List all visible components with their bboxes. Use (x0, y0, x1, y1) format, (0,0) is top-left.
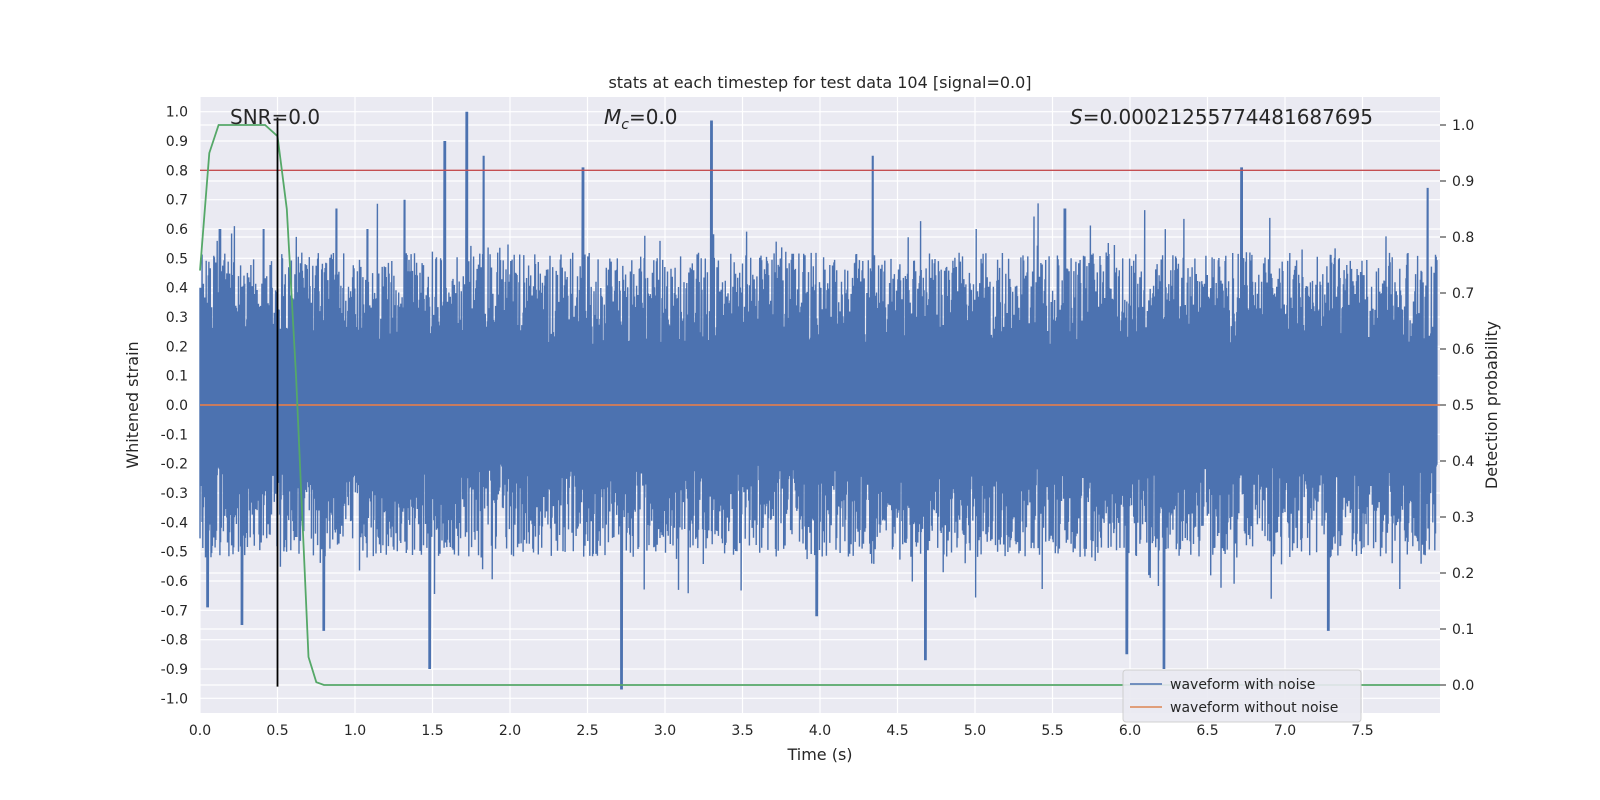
x-tick-label: 6.5 (1196, 723, 1218, 739)
y-tick-label: 0.3 (166, 310, 188, 326)
x-tick-label: 7.5 (1351, 723, 1373, 739)
s-symbol: S (1070, 105, 1083, 129)
y-tick-label: 0.0 (166, 398, 188, 414)
x-tick-label: 5.0 (964, 723, 986, 739)
y-right-tick-label: 0.6 (1452, 342, 1474, 358)
y-tick-label: 0.4 (166, 281, 188, 297)
y-tick-label: -0.9 (161, 662, 188, 678)
legend-label-clean: waveform without noise (1170, 700, 1338, 716)
mc-subscript: c (621, 117, 629, 133)
x-tick-label: 2.5 (576, 723, 598, 739)
x-tick-label: 3.0 (654, 723, 676, 739)
series-lines (199, 117, 1440, 687)
y-tick-label: -0.8 (161, 633, 188, 649)
y-tick-label: -0.6 (161, 574, 188, 590)
y-right-tick-label: 1.0 (1452, 118, 1474, 134)
legend-box (1122, 669, 1362, 723)
x-tick-label: 4.0 (809, 723, 831, 739)
y-right-tick-label: 0.2 (1452, 566, 1474, 582)
mc-symbol: M (604, 105, 621, 129)
legend-label-noise: waveform with noise (1170, 677, 1315, 693)
y-axis-label: Whitened strain (123, 341, 142, 468)
waveform-with-noise-line (199, 111, 1438, 690)
y-axis-right-label: Detection probability (1482, 321, 1501, 489)
series-waveform-with-noise (199, 111, 1438, 690)
legend: waveform with noise waveform without noi… (1122, 669, 1362, 723)
x-tick-label: 2.0 (499, 723, 521, 739)
y-tick-label: 0.6 (166, 222, 188, 238)
x-tick-label: 1.0 (344, 723, 366, 739)
x-tick-label: 3.5 (731, 723, 753, 739)
y-tick-label: 1.0 (166, 105, 188, 121)
x-tick-label: 6.0 (1119, 723, 1141, 739)
x-axis-label: Time (s) (786, 745, 852, 764)
y-tick-label: -1.0 (161, 691, 188, 707)
y-tick-label: 0.9 (166, 134, 188, 150)
y-right-tick-label: 0.3 (1452, 510, 1474, 526)
x-tick-label: 4.5 (886, 723, 908, 739)
y-tick-label: -0.5 (161, 545, 188, 561)
y-tick-label: -0.3 (161, 486, 188, 502)
y-tick-label: 0.1 (166, 369, 188, 385)
s-annotation: S=0.00021255774481687695 (1070, 105, 1373, 129)
y-tick-label: 0.7 (166, 193, 188, 209)
axis-ticks: 0.0 0.5 1.0 1.5 2.0 2.5 3.0 3.5 4.0 4.5 5.0 5.5 6.0 6… (161, 105, 1475, 739)
y-right-tick-label: 0.5 (1452, 398, 1474, 414)
y-right-tick-label: 0.4 (1452, 454, 1474, 470)
y-tick-label: -0.1 (161, 427, 188, 443)
chart-title: stats at each timestep for test data 104… (608, 73, 1031, 92)
mc-value: =0.0 (629, 105, 678, 129)
x-tick-label: 7.0 (1274, 723, 1296, 739)
x-tick-label: 0.5 (266, 723, 288, 739)
detection-probability-line (199, 124, 1440, 686)
mc-annotation: Mc=0.0 (604, 105, 678, 133)
y-right-tick-label: 0.9 (1452, 174, 1474, 190)
y-tick-label: -0.2 (161, 457, 188, 473)
y-right-tick-label: 0.1 (1452, 622, 1474, 638)
x-tick-label: 5.5 (1041, 723, 1063, 739)
y-right-tick-label: 0.8 (1452, 230, 1474, 246)
y-right-tick-label: 0.0 (1452, 678, 1474, 694)
snr-annotation: SNR=0.0 (230, 105, 320, 129)
x-tick-label: 1.5 (421, 723, 443, 739)
y-tick-label: 0.5 (166, 251, 188, 267)
x-tick-label: 0.0 (189, 723, 211, 739)
y-tick-label: 0.2 (166, 339, 188, 355)
s-value: =0.00021255774481687695 (1083, 105, 1373, 129)
y-right-tick-label: 0.7 (1452, 286, 1474, 302)
y-tick-label: -0.4 (161, 515, 188, 531)
y-tick-label: 0.8 (166, 163, 188, 179)
y-tick-label: -0.7 (161, 603, 188, 619)
